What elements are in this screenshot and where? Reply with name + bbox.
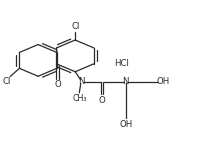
Text: CH₃: CH₃ — [72, 94, 87, 103]
Text: N: N — [78, 77, 85, 86]
Text: HCl: HCl — [114, 59, 129, 68]
Text: Cl: Cl — [71, 22, 79, 31]
Text: OH: OH — [157, 77, 170, 86]
Text: O: O — [54, 80, 61, 89]
Text: O: O — [99, 96, 105, 105]
Text: Cl: Cl — [2, 77, 11, 86]
Text: N: N — [122, 77, 129, 86]
Text: OH: OH — [119, 120, 132, 129]
